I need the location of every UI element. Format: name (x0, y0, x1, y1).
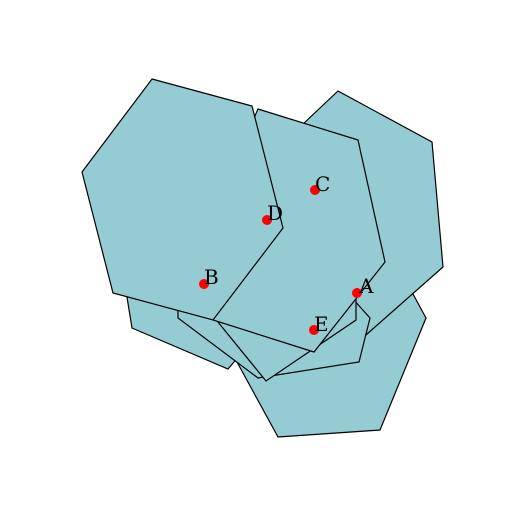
point-b-label: B (204, 265, 219, 289)
point-c-label: C (315, 172, 330, 196)
point-d-label: D (267, 201, 283, 225)
hexagon-top-left (81, 78, 284, 321)
point-e-marker (309, 325, 319, 335)
point-a-marker (352, 288, 362, 298)
point-c-marker (310, 185, 320, 195)
point-d-marker (262, 215, 272, 225)
point-b-marker (199, 279, 209, 289)
point-a-label: A (358, 274, 374, 298)
point-e-label: E (314, 312, 329, 336)
